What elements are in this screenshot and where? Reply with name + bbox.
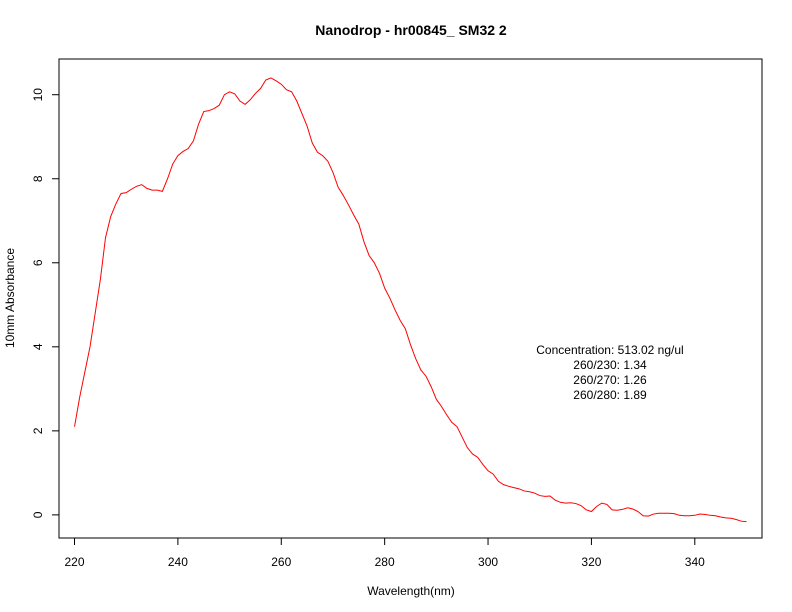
annotation-line: 260/280: 1.89 — [573, 388, 647, 402]
x-tick-label: 220 — [64, 555, 84, 569]
chart-title: Nanodrop - hr00845_ SM32 2 — [315, 22, 507, 38]
x-tick-label: 260 — [271, 555, 291, 569]
x-tick-label: 300 — [478, 555, 498, 569]
y-tick-label: 0 — [31, 511, 45, 518]
x-tick-label: 340 — [685, 555, 705, 569]
y-tick-label: 10 — [31, 88, 45, 102]
y-tick-label: 6 — [31, 259, 45, 266]
absorbance-line — [74, 77, 747, 523]
x-tick-label: 280 — [375, 555, 395, 569]
annotation-line: 260/230: 1.34 — [573, 358, 647, 372]
y-axis: 0 2 4 6 8 10 — [31, 88, 60, 518]
y-tick-label: 4 — [31, 343, 45, 350]
x-tick-label: 240 — [168, 555, 188, 569]
y-tick-label: 2 — [31, 427, 45, 434]
annotation-line: 260/270: 1.26 — [573, 373, 647, 387]
plot-frame — [58, 58, 763, 539]
x-axis-label: Wavelength(nm) — [367, 584, 455, 598]
x-tick-label: 320 — [581, 555, 601, 569]
annotation-line: Concentration: 513.02 ng/ul — [536, 343, 683, 357]
y-tick-label: 8 — [31, 175, 45, 182]
y-axis-label: 10mm Absorbance — [3, 248, 17, 348]
x-axis: 220 240 260 280 300 320 340 — [64, 537, 705, 569]
